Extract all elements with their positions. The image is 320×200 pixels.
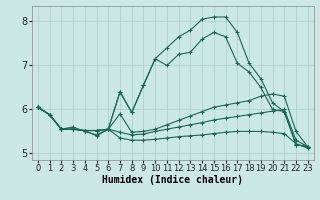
X-axis label: Humidex (Indice chaleur): Humidex (Indice chaleur) [102,175,243,185]
